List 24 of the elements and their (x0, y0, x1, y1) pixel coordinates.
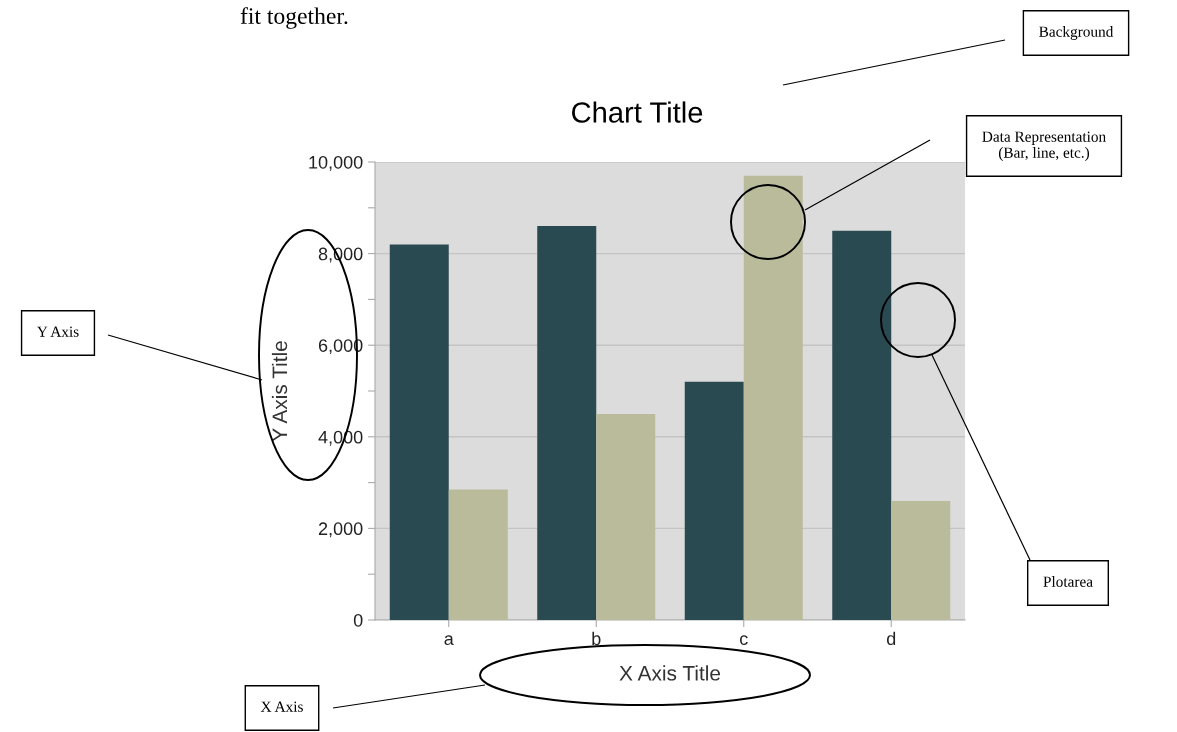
bar (537, 226, 597, 620)
x-axis-title: X Axis Title (619, 665, 721, 681)
bar (389, 244, 449, 620)
x-tick-label: d (886, 631, 896, 646)
bar (684, 381, 744, 620)
text: Background (1039, 26, 1114, 40)
bar (596, 413, 656, 620)
text: X Axis (260, 701, 303, 712)
x-tick-label: c (740, 635, 748, 646)
y-tick-label: 0 (353, 613, 363, 627)
chart-title: Chart Title (572, 101, 703, 123)
x-tick-label: b (592, 631, 601, 646)
y-axis-title: Y Axis Title (271, 341, 288, 442)
text: Plotarea (1043, 576, 1093, 587)
bar (891, 500, 951, 620)
text: fit together. (240, 7, 348, 29)
text: Data Representation (Bar, line, etc.) (982, 131, 1106, 161)
bar (743, 175, 803, 620)
text: Y Axis (37, 326, 79, 337)
bar (448, 489, 508, 620)
y-tick-label: 10,000 (309, 155, 363, 171)
bar (832, 230, 892, 620)
y-tick-label: 2,000 (318, 522, 363, 538)
x-tick-label: a (444, 635, 454, 646)
